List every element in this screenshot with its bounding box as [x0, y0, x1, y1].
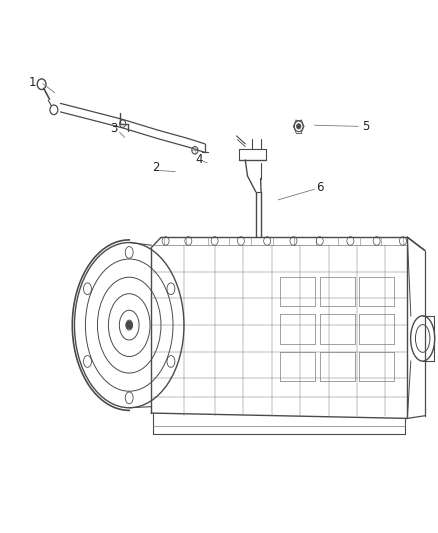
Text: 2: 2 [152, 161, 159, 174]
Circle shape [126, 321, 132, 329]
Text: 4: 4 [195, 154, 203, 166]
Text: 6: 6 [316, 181, 324, 194]
Text: 1: 1 [29, 76, 37, 89]
Text: 3: 3 [110, 123, 117, 135]
Circle shape [297, 124, 301, 129]
Text: 5: 5 [362, 120, 369, 133]
